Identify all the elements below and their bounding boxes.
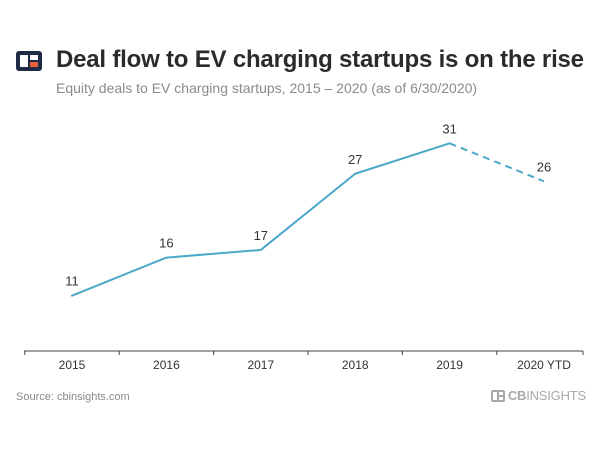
data-label: 31 [442, 121, 456, 136]
series-line-ytd [449, 142, 545, 183]
x-tick-label: 2018 [342, 358, 369, 372]
x-tick-label: 2020 YTD [517, 358, 571, 372]
series-line-actual [71, 142, 451, 297]
brand-wordmark: CBINSIGHTS [507, 388, 586, 403]
x-tick-label: 2015 [59, 358, 86, 372]
data-label: 11 [65, 274, 79, 289]
cb-insights-logo-icon [16, 51, 42, 71]
x-tick-label: 2019 [436, 358, 463, 372]
data-label: 16 [159, 236, 173, 251]
chart-title: Deal flow to EV charging startups is on … [56, 46, 584, 73]
source-note: Source: cbinsights.com [16, 391, 130, 403]
brand-icon [490, 389, 505, 402]
data-label: 17 [254, 228, 268, 243]
x-tick-label: 2016 [153, 358, 180, 372]
data-label: 27 [348, 152, 362, 167]
chart-subtitle: Equity deals to EV charging startups, 20… [56, 80, 478, 96]
x-tick-label: 2017 [247, 358, 274, 372]
brand-logo: CBINSIGHTS [490, 388, 586, 403]
data-label: 26 [537, 159, 551, 174]
